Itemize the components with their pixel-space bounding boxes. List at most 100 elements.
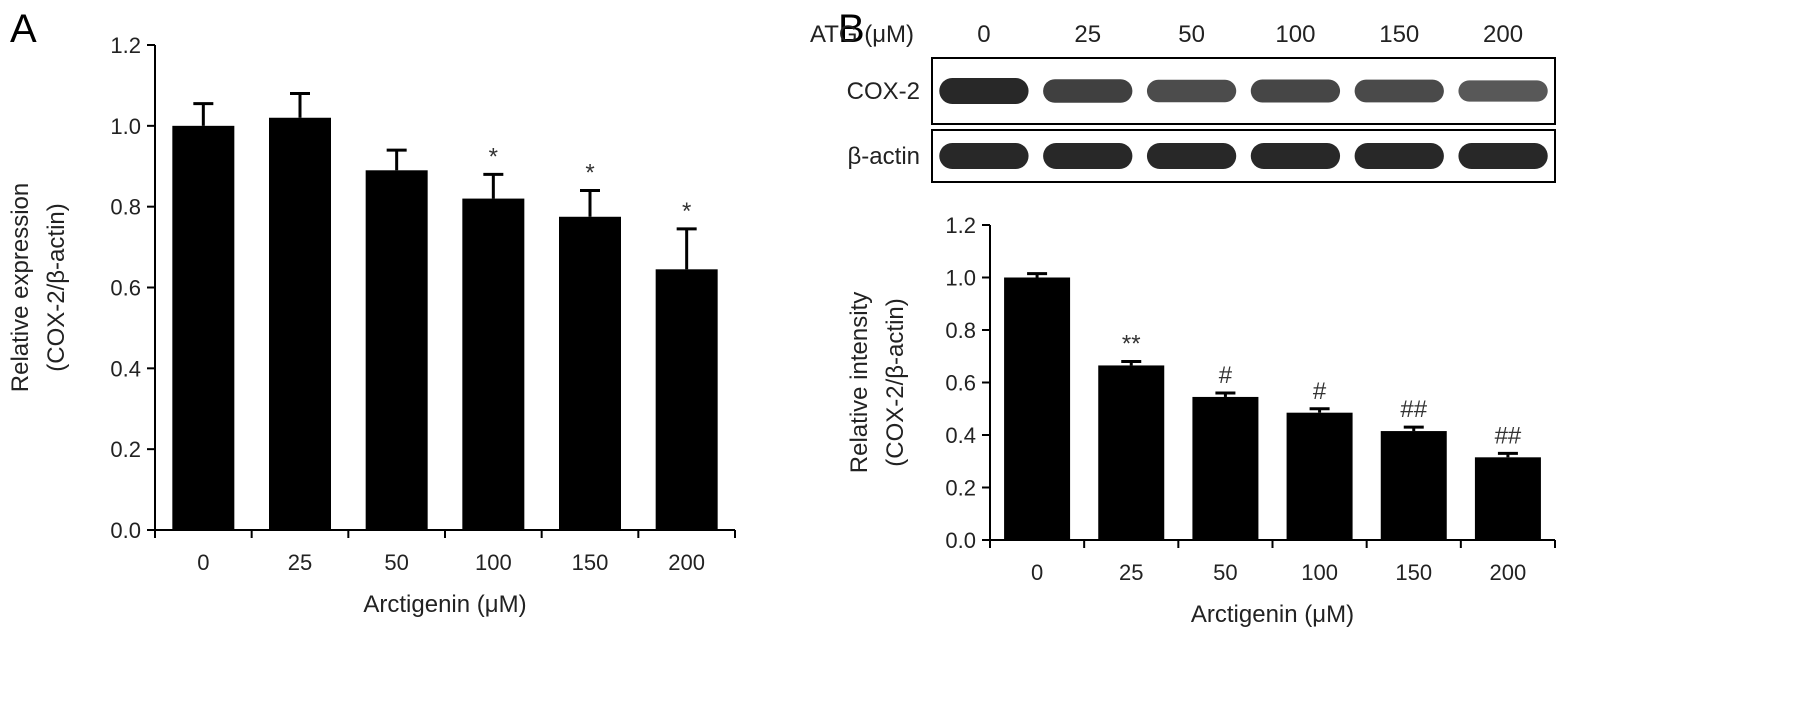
chart-a-x-axis-title: Arctigenin (μM)	[363, 591, 526, 618]
y-tick-label: 0.0	[945, 528, 976, 553]
blot-band	[1146, 143, 1237, 169]
y-tick-label: 1.2	[945, 213, 976, 238]
x-tick-label: 0	[197, 550, 209, 575]
x-tick-label: 200	[1490, 560, 1527, 585]
y-tick-label: 1.0	[945, 266, 976, 291]
chart-b-bars	[1004, 277, 1541, 540]
blot-band	[1458, 80, 1548, 102]
blot-band	[1250, 143, 1341, 169]
bar	[1098, 365, 1165, 540]
x-tick-label: 200	[668, 550, 705, 575]
y-tick-label: 0.6	[110, 276, 141, 301]
chart-b-significance-marks: **######	[1122, 331, 1522, 450]
chart-b-y-tick-labels: 0.0 0.2 0.4 0.6 0.8 1.0 1.2	[945, 213, 976, 553]
blot-band	[1354, 143, 1444, 169]
x-tick-label: 100	[1301, 560, 1338, 585]
chart-a-y-tick-labels: 0.0 0.2 0.4 0.6 0.8 1.0 1.2	[110, 33, 141, 543]
x-tick-label: 25	[288, 550, 312, 575]
significance-mark: ##	[1495, 422, 1522, 449]
chart-a-significance-marks: * * *	[489, 143, 692, 225]
bar	[559, 216, 621, 531]
chart-a: * * * 0.0 0.2 0.4 0.6 0.8 1.0 1.2 0 25 50 100 150 200…	[7, 33, 736, 618]
x-tick-label: 50	[1213, 560, 1237, 585]
error-bar	[1403, 425, 1424, 432]
blot-lane-label: 100	[1275, 21, 1315, 48]
y-tick-label: 0.8	[110, 195, 141, 220]
chart-a-y-axis-title-line2: (COX-2/β-actin)	[43, 203, 70, 372]
chart-b-x-tick-labels: 0 25 50 100 150 200	[1031, 560, 1526, 585]
y-tick-label: 0.6	[945, 371, 976, 396]
error-bar	[1309, 407, 1330, 413]
significance-mark: *	[489, 143, 498, 170]
x-tick-label: 100	[475, 550, 512, 575]
blot-band	[1043, 79, 1133, 103]
blot-band	[939, 143, 1029, 169]
bar	[269, 117, 331, 530]
chart-a-x-tick-labels: 0 25 50 100 150 200	[197, 550, 705, 575]
bar	[172, 125, 235, 530]
blot-lane-label: 50	[1178, 21, 1205, 48]
y-tick-label: 0.0	[110, 518, 141, 543]
blot-rows: COX-2 β-actin	[847, 57, 1556, 183]
blot-band	[1250, 79, 1341, 103]
x-tick-label: 25	[1119, 560, 1143, 585]
x-tick-label: 150	[1395, 560, 1432, 585]
western-blot: ATG (μM) 0 25 50 100 150 200 COX-2 β-actin	[810, 21, 1556, 183]
blot-band	[1458, 143, 1548, 169]
significance-mark: *	[585, 160, 594, 187]
error-bar	[1497, 451, 1518, 458]
chart-a-bars	[172, 117, 718, 531]
error-bar	[483, 172, 504, 199]
blot-row: COX-2	[847, 57, 1556, 125]
blot-lane-label: 150	[1379, 21, 1419, 48]
error-bar	[193, 102, 214, 126]
significance-mark: #	[1219, 362, 1233, 389]
y-tick-label: 0.2	[945, 476, 976, 501]
bar	[1192, 396, 1259, 540]
x-tick-label: 150	[572, 550, 609, 575]
chart-a-error-bars	[193, 92, 697, 270]
y-tick-label: 0.4	[945, 423, 976, 448]
y-tick-label: 0.8	[945, 318, 976, 343]
error-bar	[580, 189, 600, 217]
blot-lane-label: 0	[977, 21, 990, 48]
blot-row-label: β-actin	[848, 143, 921, 170]
error-bar	[386, 148, 407, 171]
y-tick-label: 1.0	[110, 114, 141, 139]
chart-a-y-axis-title-line1: Relative expression	[7, 183, 34, 392]
chart-b-error-bars	[1027, 272, 1518, 458]
significance-mark: **	[1122, 331, 1141, 358]
bar	[1474, 457, 1541, 540]
chart-b-x-axis-title: Arctigenin (μM)	[1191, 601, 1354, 628]
blot-row-label: COX-2	[847, 78, 920, 105]
x-tick-label: 50	[384, 550, 408, 575]
chart-b: **###### 0.00.20.40.60.81.01.2 0 25 50 100 1…	[846, 213, 1556, 628]
significance-mark: *	[682, 198, 691, 225]
chart-b-y-axis-title-line2: (COX-2/β-actin)	[882, 298, 909, 467]
error-bar	[1121, 360, 1142, 366]
blot-row: β-actin	[848, 129, 1556, 183]
blot-row-frame	[931, 129, 1556, 183]
panel-b-letter: B	[838, 7, 865, 51]
y-tick-label: 0.2	[110, 437, 141, 462]
y-tick-label: 1.2	[110, 33, 141, 58]
error-bar	[676, 227, 697, 270]
significance-mark: ##	[1400, 396, 1427, 423]
bar	[1286, 412, 1353, 540]
panel-a-letter: A	[10, 7, 37, 51]
x-tick-label: 0	[1031, 560, 1043, 585]
chart-b-axes	[982, 224, 1556, 548]
blot-band	[1146, 79, 1237, 103]
error-bar	[1215, 391, 1236, 397]
bar	[655, 269, 718, 530]
blot-lane-labels: 0 25 50 100 150 200	[977, 21, 1523, 48]
blot-lane-label: 200	[1483, 21, 1523, 48]
blot-row-frame	[931, 57, 1556, 125]
blot-lane-label: 25	[1074, 21, 1101, 48]
blot-band	[939, 78, 1029, 104]
bar	[1380, 431, 1447, 540]
chart-b-y-axis-title-line1: Relative intensity	[846, 292, 873, 473]
chart-a-axes	[147, 44, 736, 538]
blot-header-label: ATG (μM)	[810, 21, 914, 48]
